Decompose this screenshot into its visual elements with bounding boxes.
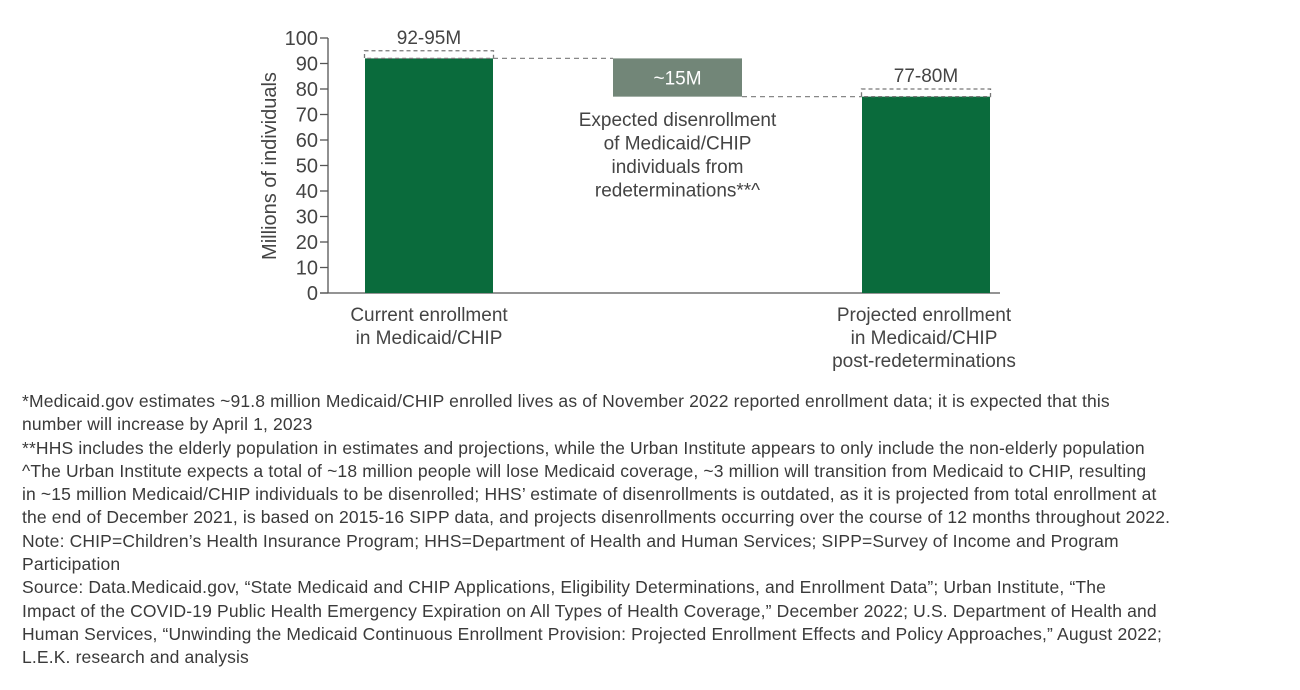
x-category-label: Current enrollment [350,305,508,326]
y-axis-label: Millions of individuals [259,72,281,260]
y-tick-label: 90 [296,54,318,76]
annotation-text: individuals from [612,157,744,178]
footnotes: *Medicaid.gov estimates ~91.8 million Me… [22,390,1292,670]
footnote-line: Participation [22,554,121,575]
footnote-line: Source: Data.Medicaid.gov, “State Medica… [22,577,1107,598]
annotation-text: Expected disenrollment [579,110,777,131]
y-tick-label: 20 [296,232,318,254]
footnote-line: Human Services, “Unwinding the Medicaid … [22,623,1162,644]
x-category-label: in Medicaid/CHIP [356,328,503,349]
footnote-line: *Medicaid.gov estimates ~91.8 million Me… [22,391,1110,411]
range-box [363,50,495,60]
bar-disenrollment [613,58,742,97]
bar-value-label: 77-80M [894,66,958,87]
x-category-label: post-redeterminations [832,351,1016,372]
x-category-label: in Medicaid/CHIP [851,328,998,349]
y-tick-label: 70 [296,105,318,127]
bar-enrollment [365,58,493,294]
footnote: Source: Data.Medicaid.gov, “State Medica… [22,576,1292,669]
footnote-line: Impact of the COVID-19 Public Health Eme… [22,600,1157,621]
footnote: **HHS includes the elderly population in… [22,437,1292,460]
y-tick-label: 40 [296,181,318,203]
range-box [860,88,992,98]
footnote-line: the end of December 2021, is based on 20… [22,507,1171,528]
footnote: Note: CHIP=Children’s Health Insurance P… [22,530,1292,577]
footnote: *Medicaid.gov estimates ~91.8 million Me… [22,390,1292,437]
footnote-line: ^The Urban Institute expects a total of … [22,460,1147,481]
y-tick-label: 50 [296,156,318,178]
y-tick-label: 30 [296,207,318,229]
bar-enrollment [862,96,990,294]
bar-value-label: ~15M [653,69,701,90]
x-category-label: Projected enrollment [837,305,1012,326]
footnote-line: in ~15 million Medicaid/CHIP individuals… [22,484,1157,505]
annotation-text: of Medicaid/CHIP [604,134,752,155]
footnote-line: Note: CHIP=Children’s Health Insurance P… [22,530,1119,551]
y-tick-label: 0 [307,283,318,305]
footnote-line: number will increase by April 1, 2023 [22,414,313,435]
y-tick-label: 60 [296,130,318,152]
footnote: ^The Urban Institute expects a total of … [22,460,1292,530]
footnote-line: L.E.K. research and analysis [22,647,249,668]
y-tick-label: 80 [296,79,318,101]
y-tick-label: 10 [296,258,318,280]
annotation-text: redeterminations**^ [595,181,760,202]
footnote-line: **HHS includes the elderly population in… [22,437,1145,458]
bar-value-label: 92-95M [397,28,461,49]
y-tick-label: 100 [285,28,318,50]
